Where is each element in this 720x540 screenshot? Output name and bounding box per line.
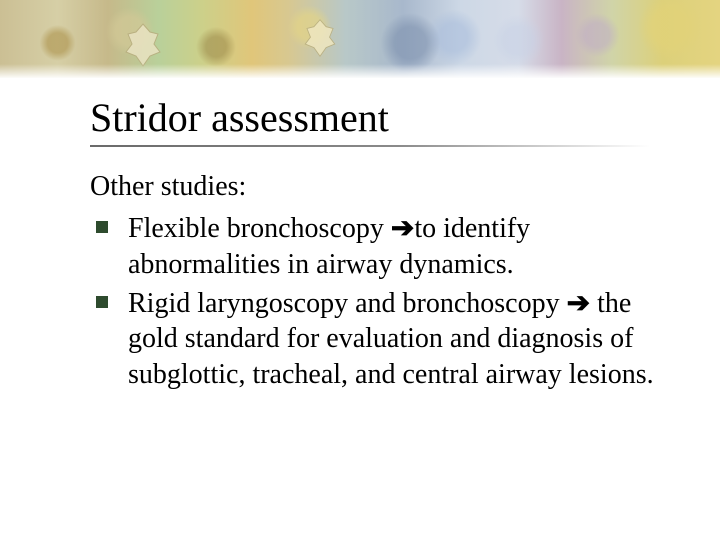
slide-title: Stridor assessment [90,94,660,141]
arrow-icon: ➔ [391,212,414,243]
leaf-icon [120,22,166,68]
subheading: Other studies: [90,169,660,204]
decorative-banner [0,0,720,78]
bullet-list: Flexible bronchoscopy ➔to identify abnor… [90,210,660,393]
slide-content: Stridor assessment Other studies: Flexib… [90,94,660,393]
bullet-lead: Flexible bronchoscopy [128,213,391,244]
bullet-lead: Rigid laryngoscopy and bronchoscopy [128,288,567,319]
list-item: Flexible bronchoscopy ➔to identify abnor… [90,210,660,283]
leaf-icon [300,18,340,58]
bullet-marker-icon [96,221,108,233]
bullet-text: Rigid laryngoscopy and bronchoscopy ➔ th… [128,285,660,393]
arrow-icon: ➔ [567,287,590,318]
list-item: Rigid laryngoscopy and bronchoscopy ➔ th… [90,285,660,393]
bullet-text: Flexible bronchoscopy ➔to identify abnor… [128,210,660,283]
bullet-marker-icon [96,296,108,308]
title-underline [90,145,650,147]
